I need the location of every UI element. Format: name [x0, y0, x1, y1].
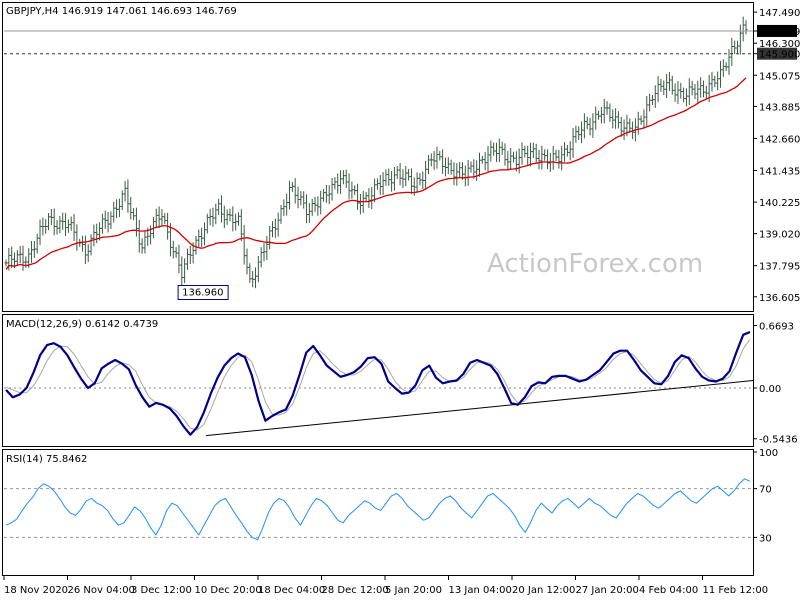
- rsi-title: RSI(14) 75.8462: [6, 454, 87, 465]
- macd-line: [5, 330, 751, 436]
- rsi-series-layer: [4, 478, 753, 541]
- rsi-axis-tick-label: 70: [759, 485, 772, 496]
- macd-axis-tick-label: 0.00: [759, 384, 781, 395]
- price-axis-tick-label: 147.490: [759, 8, 800, 19]
- price-axis-tick-label: 136.605: [759, 293, 800, 304]
- price-series-layer: 136.960: [4, 16, 753, 301]
- price-panel-frame: [2, 2, 754, 312]
- price-annotation-label: 136.960: [182, 288, 223, 299]
- macd-axis-tick-label: 0.6693: [759, 322, 794, 333]
- macd-series-layer: [4, 330, 754, 437]
- x-axis-tick-label: 18 Dec 04:00: [258, 585, 325, 596]
- price-axis-highlight-label: 146.769: [759, 27, 800, 38]
- price-axis-highlight-box: [757, 24, 797, 37]
- price-axis-tick-label: 139.020: [759, 230, 800, 241]
- price-axis-tick-label: 142.660: [759, 134, 800, 145]
- x-axis-tick-label: 20 Jan 12:00: [512, 585, 575, 596]
- macd-axis-tick-label: -0.5436: [759, 435, 798, 446]
- x-axis-tick-label: 27 Jan 20:00: [576, 585, 639, 596]
- x-axis-tick-label: 5 Jan 20:00: [385, 585, 442, 596]
- x-axis-tick-label: 18 Nov 2020: [4, 585, 68, 596]
- rsi-panel-frame: [2, 449, 754, 576]
- x-axis-tick-label: 4 Feb 04:00: [639, 585, 698, 596]
- price-axis-tick-label: 145.075: [759, 71, 800, 82]
- price-axis-highlight-box: [757, 47, 797, 60]
- price-title: GBPJPY,H4 146.919 147.061 146.693 146.76…: [6, 6, 237, 17]
- x-axis-tick-label: 26 Nov 04:00: [68, 585, 135, 596]
- rsi-axis-tick-label: 100: [759, 448, 778, 459]
- x-axis-tick-label: 11 Feb 12:00: [703, 585, 769, 596]
- price-axis-tick-label: 141.435: [759, 166, 800, 177]
- price-axis-highlight-label: 145.900: [759, 50, 800, 61]
- price-axis-tick-label: 137.795: [759, 262, 800, 273]
- x-axis-tick-label: 13 Jan 04:00: [449, 585, 512, 596]
- price-annotation-box: [177, 285, 229, 301]
- rsi-axis-tick-label: 30: [759, 533, 772, 544]
- moving-average-line: [5, 77, 747, 270]
- macd-signal-line: [5, 339, 751, 431]
- watermark: ActionForex.com: [487, 249, 703, 279]
- price-axis-tick-label: 143.885: [759, 102, 800, 113]
- macd-trendline: [205, 380, 754, 437]
- x-axis-tick-label: 28 Dec 12:00: [322, 585, 389, 596]
- rsi-line: [5, 478, 751, 541]
- price-axis-tick-label: 146.300: [759, 39, 800, 50]
- x-axis-tick-label: 10 Dec 20:00: [195, 585, 262, 596]
- x-axis-tick-label: 3 Dec 12:00: [131, 585, 192, 596]
- macd-title: MACD(12,26,9) 0.6142 0.4739: [6, 319, 158, 330]
- macd-panel-frame: [2, 314, 754, 447]
- price-axis-tick-label: 140.225: [759, 198, 800, 209]
